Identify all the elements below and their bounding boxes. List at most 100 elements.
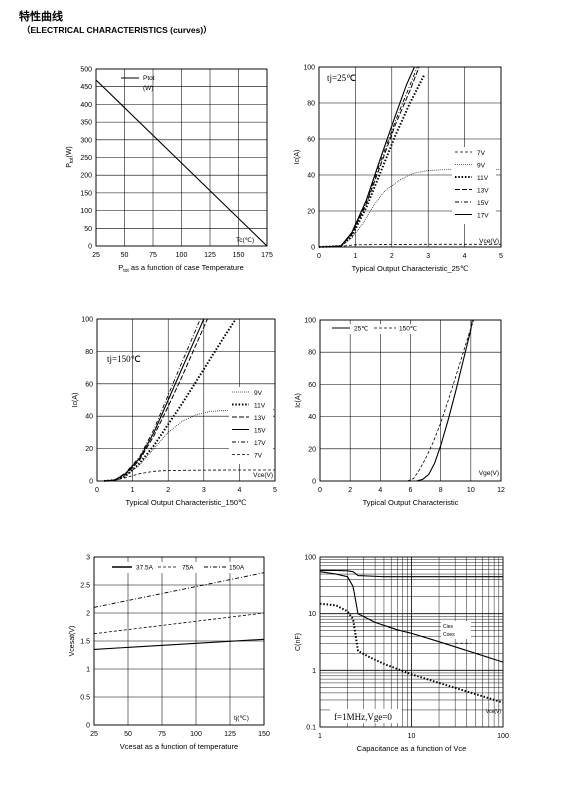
axis-note: Vce(V) xyxy=(486,709,502,715)
x-tick-label: 100 xyxy=(497,733,509,740)
y-tick-label: 0 xyxy=(89,479,93,486)
legend-label: Coes xyxy=(443,632,455,638)
x-tick-label: 100 xyxy=(176,252,188,259)
legend-label: Cies xyxy=(443,624,454,630)
x-tick-label: 4 xyxy=(463,253,467,260)
x-axis-label-sub: tot xyxy=(123,268,129,274)
legend-label: 11V xyxy=(254,403,266,410)
series-line-150A xyxy=(93,572,265,608)
x-tick-label: 3 xyxy=(426,253,430,260)
legend-label: 15V xyxy=(477,200,489,207)
x-tick-label: 150 xyxy=(233,252,245,259)
y-axis-label: Ic(A) xyxy=(295,393,302,408)
y-tick-label: 0 xyxy=(312,479,316,486)
legend-label: 150A xyxy=(229,565,245,572)
axis-annotation: Tc(℃) xyxy=(236,237,254,244)
chart-c2: 0 1 2 3 4 5 0 20 40 60 80 100 Typical Output Charact… xyxy=(294,65,503,274)
chart-c4: 0 2 4 6 8 10 12 0 20 40 60 80 100 Typical Output Char… xyxy=(295,318,505,508)
x-tick-label: 125 xyxy=(204,252,216,259)
x-tick-label: 75 xyxy=(149,252,157,259)
x-tick-label: 25 xyxy=(92,252,100,259)
series-line-11V xyxy=(104,318,237,482)
x-axis-label: Ptot as a function of case Temperature xyxy=(118,263,244,274)
x-tick-label: 4 xyxy=(237,487,241,494)
x-tick-label: 1 xyxy=(318,733,322,740)
series-line-15V xyxy=(104,318,205,482)
axis-note: Vge(V) xyxy=(479,470,499,477)
series-line-75A xyxy=(93,612,265,635)
x-tick-label: 10 xyxy=(408,733,416,740)
y-tick-label: 500 xyxy=(80,67,92,74)
y-tick-label: 60 xyxy=(307,137,315,144)
y-axis-label-rest: (W) xyxy=(66,146,73,157)
annotation-box xyxy=(330,709,402,723)
y-tick-label: 450 xyxy=(80,84,92,91)
y-tick-label: 80 xyxy=(85,349,93,356)
y-tick-label: 3 xyxy=(86,555,90,562)
y-axis-label-sub: tot xyxy=(69,157,75,163)
y-tick-label: 0.1 xyxy=(306,725,316,732)
x-tick-label: 8 xyxy=(439,487,443,494)
x-tick-label: 0 xyxy=(95,487,99,494)
x-axis-label: Typical Output Characteristic_150℃ xyxy=(126,498,248,507)
chart-c1: 25 50 75 100 125 150 175 0 50 100 150 200 250 300 350 4… xyxy=(66,67,273,275)
x-axis-label-main: P xyxy=(118,263,123,272)
x-tick-label: 10 xyxy=(467,487,475,494)
legend-box xyxy=(229,387,273,464)
series-line-7V xyxy=(104,469,275,482)
series-line-25℃ xyxy=(416,319,473,482)
x-tick-label: 3 xyxy=(202,487,206,494)
y-axis-label: Ptot(W) xyxy=(66,146,75,168)
legend-label: 9V xyxy=(254,390,263,397)
y-axis-label: C(nF) xyxy=(295,633,302,651)
y-tick-label: 0.5 xyxy=(80,695,90,702)
y-tick-label: 100 xyxy=(80,208,92,215)
legend-label: 13V xyxy=(254,415,266,422)
y-tick-label: 1 xyxy=(312,668,316,675)
series-line-37.5A xyxy=(93,638,265,650)
y-tick-label: 40 xyxy=(85,414,93,421)
x-axis-label-rest: as a function of case Temperature xyxy=(129,263,244,272)
legend-box xyxy=(328,324,428,334)
legend-label: 7V xyxy=(254,453,263,460)
header-title-en: （ELECTRICAL CHARACTERISTICS (curves)） xyxy=(22,25,212,35)
legend-label: 13V xyxy=(477,188,489,195)
y-tick-label: 60 xyxy=(85,381,93,388)
x-tick-label: 5 xyxy=(273,487,277,494)
chart-c5: 25 50 75 100 125 150 0 0.5 1 1.5 2 2.5 3 Vcesat as a … xyxy=(69,555,270,752)
y-tick-label: 400 xyxy=(80,102,92,109)
y-tick-label: 60 xyxy=(308,382,316,389)
y-tick-label: 20 xyxy=(85,446,93,453)
x-axis-label: Capacitance as a function of Vce xyxy=(357,744,467,753)
x-tick-label: 175 xyxy=(261,252,273,259)
y-tick-label: 0 xyxy=(311,245,315,252)
y-axis-label-main: P xyxy=(66,163,73,168)
series-line-Ptot xyxy=(95,79,268,247)
legend-label: 37.5A xyxy=(136,565,154,572)
x-tick-label: 50 xyxy=(124,731,132,738)
y-tick-label: 10 xyxy=(308,611,316,618)
series-line-17V xyxy=(104,318,201,482)
x-tick-label: 75 xyxy=(158,731,166,738)
y-axis-label: Ic(A) xyxy=(72,393,79,408)
y-tick-label: 40 xyxy=(307,173,315,180)
x-tick-label: 1 xyxy=(353,253,357,260)
header-title-zh: 特性曲线 xyxy=(19,11,63,23)
legend-label: 15V xyxy=(254,428,266,435)
y-tick-label: 50 xyxy=(84,226,92,233)
legend-label: 11V xyxy=(477,175,489,182)
y-tick-label: 1 xyxy=(86,667,90,674)
chart-c3: 0 1 2 3 4 5 0 20 40 60 80 100 Typical Output Charact… xyxy=(72,317,277,508)
annotation: f=1MHz,Vge=0 xyxy=(334,712,392,722)
legend-label: 75A xyxy=(182,565,194,572)
y-tick-label: 1.5 xyxy=(80,639,90,646)
x-axis-label: Typical Output Characteristic xyxy=(363,498,459,507)
y-tick-label: 300 xyxy=(80,137,92,144)
x-axis-label: Vcesat as a function of temperature xyxy=(120,742,238,751)
annotation: tj=150℃ xyxy=(107,354,141,364)
legend-label: 17V xyxy=(254,440,266,447)
x-tick-label: 0 xyxy=(317,253,321,260)
x-axis-label: Typical Output Characteristic_25℃ xyxy=(352,264,469,273)
